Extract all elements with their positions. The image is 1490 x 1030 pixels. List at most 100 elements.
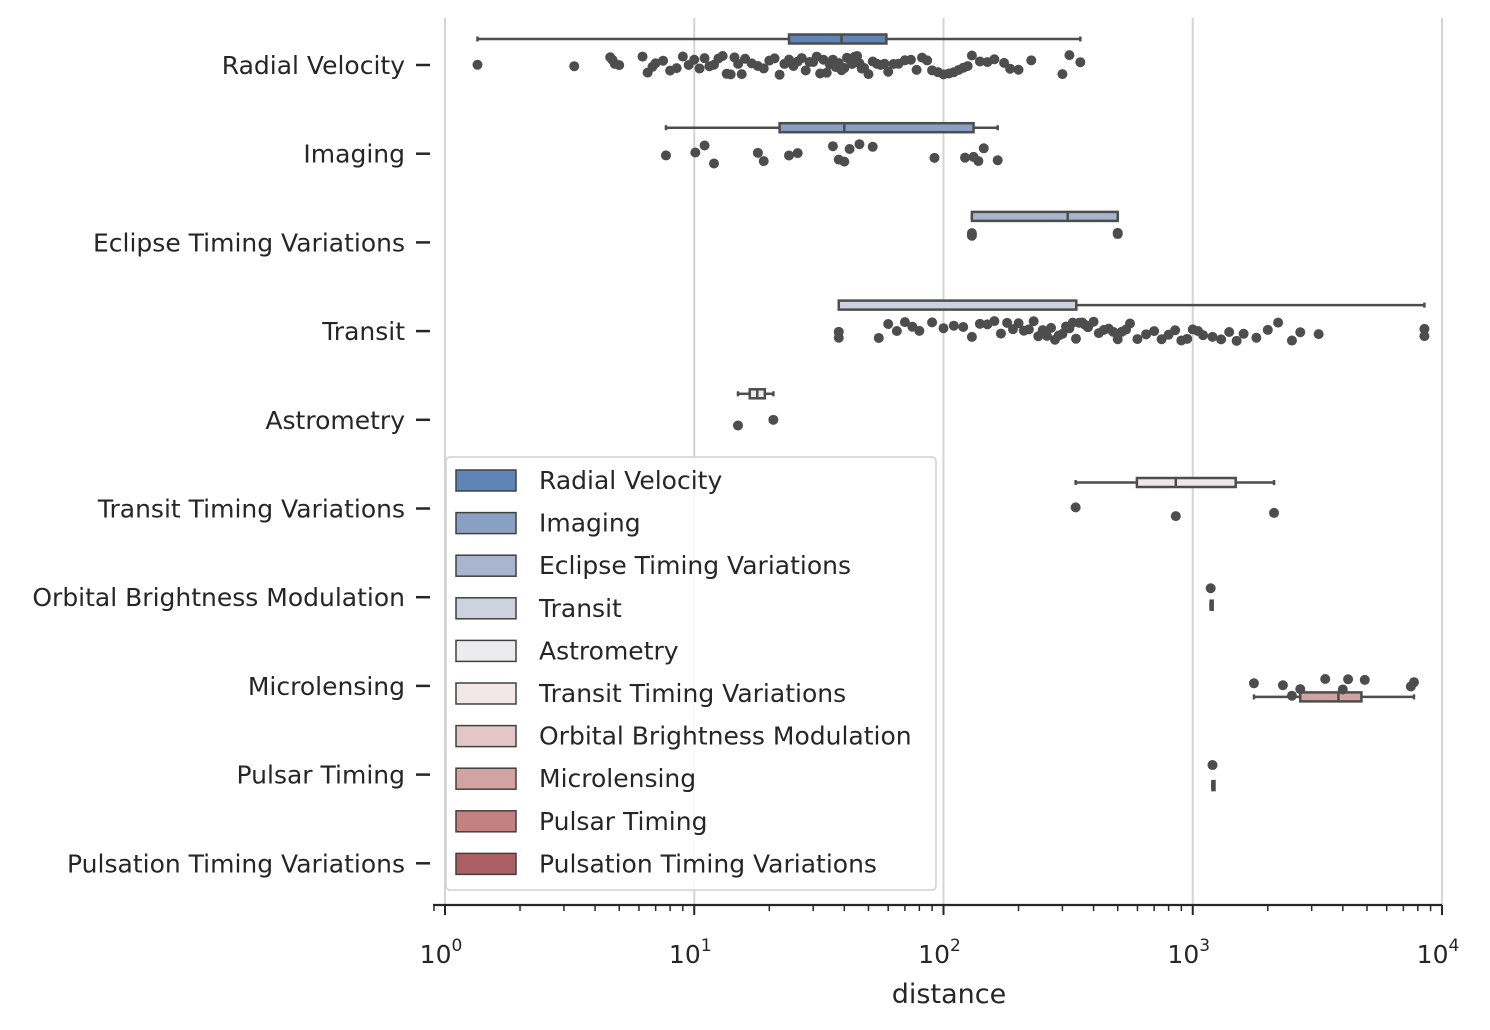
x-tick-label: 100 <box>420 936 463 969</box>
x-tick-exponent: 4 <box>1448 936 1459 956</box>
y-tick-label: Orbital Brightness Modulation <box>32 583 405 612</box>
y-tick-label: Imaging <box>303 140 405 169</box>
box-iqr <box>837 299 1078 311</box>
strip-point <box>569 61 580 72</box>
strip-point <box>1070 502 1081 513</box>
y-tick-label: Astrometry <box>265 406 405 435</box>
strip-point <box>1182 333 1193 344</box>
strip-point <box>800 65 811 76</box>
strip-point <box>992 155 1003 166</box>
x-tick-base: 10 <box>1417 940 1449 969</box>
strip-point <box>854 139 865 150</box>
legend-swatch <box>455 511 517 535</box>
strip-point <box>769 53 780 64</box>
legend-frame <box>445 456 937 891</box>
legend-swatch <box>455 767 517 790</box>
legend-label: Pulsation Timing Variations <box>539 849 877 878</box>
strip-point <box>792 148 803 159</box>
strip-point <box>883 66 894 77</box>
strip-point <box>863 69 874 80</box>
strip-point <box>614 60 625 71</box>
strip-point <box>660 150 671 161</box>
strip-point <box>1313 329 1324 340</box>
legend-swatch <box>455 852 517 876</box>
strip-point <box>948 320 959 331</box>
strip-point <box>1251 332 1262 343</box>
box-iqr <box>787 33 888 45</box>
strip-point <box>1075 57 1086 68</box>
strip-point <box>1359 674 1370 685</box>
strip-point <box>1231 335 1242 346</box>
strip-point <box>1295 684 1306 695</box>
y-tick-label: Radial Velocity <box>222 51 405 80</box>
legend-items: Radial Velocity Imaging Eclipse Timing Var… <box>455 466 912 878</box>
strip-point <box>966 50 977 61</box>
strip-point <box>708 158 719 169</box>
strip-point <box>1286 335 1297 346</box>
strip-point <box>725 69 736 80</box>
box-4 <box>837 299 1426 311</box>
strip-point <box>1057 69 1068 80</box>
strip-point <box>929 152 940 163</box>
x-tick-label: 104 <box>1417 936 1460 969</box>
x-tick-exponent: 0 <box>451 936 462 956</box>
legend-swatch <box>455 810 517 833</box>
legend-swatch <box>455 682 517 705</box>
x-tick-base: 10 <box>1167 940 1199 969</box>
legend-label: Eclipse Timing Variations <box>539 551 851 580</box>
legend-swatch <box>455 597 517 620</box>
strip-point <box>891 325 902 336</box>
x-ticks: 100 101 102 103 104 <box>420 905 1460 969</box>
strip-point <box>1295 327 1306 338</box>
strip-point <box>899 317 910 328</box>
strip-point <box>974 56 985 67</box>
y-ticks: Radial Velocity Imaging Eclipse Timing Var… <box>32 51 430 878</box>
box-7 <box>1209 599 1214 611</box>
strip-point <box>1262 324 1273 335</box>
strip-point <box>717 51 728 62</box>
strip-point <box>973 156 984 167</box>
strip-point <box>960 152 971 163</box>
y-tick-label: Transit <box>321 317 405 346</box>
strip-point <box>768 414 779 425</box>
strip-point <box>974 318 985 329</box>
axes: 100 101 102 103 104 Radial VelocityImagingEc… <box>32 51 1459 1010</box>
strip-point <box>732 420 743 431</box>
legend-swatch <box>455 724 517 748</box>
box-5 <box>736 388 775 400</box>
strip-point <box>844 143 855 154</box>
strip-point <box>677 51 688 62</box>
strip-point <box>1273 317 1284 328</box>
strip-point <box>1277 680 1288 691</box>
strip-point <box>1419 331 1430 342</box>
strip-point <box>1170 325 1181 336</box>
strip-point <box>1408 677 1419 688</box>
strip-point <box>839 156 850 167</box>
strip-point <box>905 54 916 65</box>
strip-point <box>966 331 977 342</box>
strip-point <box>689 54 700 65</box>
box-iqr <box>1135 476 1237 489</box>
strip-point <box>1141 329 1152 340</box>
legend-label: Astrometry <box>539 636 679 665</box>
strip-point <box>758 156 769 167</box>
strip-point <box>1216 334 1227 345</box>
strip-point <box>1108 326 1119 337</box>
legend-swatch <box>455 639 517 663</box>
box-iqr <box>778 121 975 134</box>
strip-point <box>995 328 1006 339</box>
strip-point <box>1041 330 1052 341</box>
strip-point <box>962 61 973 72</box>
strip-point <box>1023 324 1034 335</box>
strip-point <box>1207 760 1218 771</box>
strip-point <box>1112 227 1123 238</box>
x-tick-label: 103 <box>1167 936 1210 969</box>
strip-point <box>966 228 977 239</box>
legend-swatch <box>455 469 517 492</box>
strip-point <box>839 63 850 74</box>
strip-point <box>989 316 1000 327</box>
y-tick-label: Transit Timing Variations <box>97 495 405 524</box>
strip-point <box>784 150 795 161</box>
strip-point <box>1419 323 1430 334</box>
